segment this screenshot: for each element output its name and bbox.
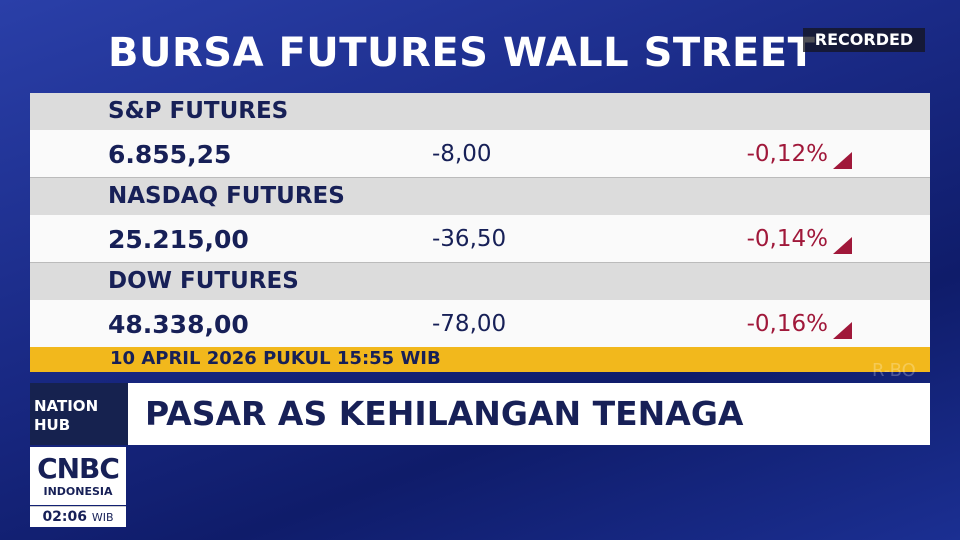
clock: 02:06 WIB — [30, 506, 126, 527]
program-line: HUB — [34, 416, 71, 434]
headline-bar: PASAR AS KEHILANGAN TENAGA — [128, 383, 930, 445]
logo: CNBC INDONESIA — [30, 447, 126, 505]
title: BURSA FUTURES WALL STREET — [108, 30, 816, 76]
clock-time: 02:06 — [42, 509, 88, 525]
row-values: 48.338,00 -78,00 -0,16% — [30, 300, 930, 348]
row-header: NASDAQ FUTURES — [30, 178, 930, 215]
index-name: NASDAQ FUTURES — [108, 183, 345, 209]
recorded-badge: RECORDED — [803, 28, 925, 52]
index-percent: -0,12% — [746, 141, 828, 167]
clock-zone: WIB — [91, 511, 114, 524]
index-change: -8,00 — [432, 141, 492, 167]
index-value: 6.855,25 — [108, 140, 232, 169]
logo-brand: CNBC — [37, 452, 120, 485]
headline: PASAR AS KEHILANGAN TENAGA — [145, 394, 744, 433]
index-change: -36,50 — [432, 226, 507, 252]
row-values: 6.855,25 -8,00 -0,12% — [30, 130, 930, 178]
date-bar: 10 APRIL 2026 PUKUL 15:55 WIB — [30, 347, 930, 372]
row-header: DOW FUTURES — [30, 263, 930, 300]
index-value: 48.338,00 — [108, 310, 249, 339]
program-label: NATION HUB — [30, 383, 128, 445]
index-change: -78,00 — [432, 311, 507, 337]
row-values: 25.215,00 -36,50 -0,14% — [30, 215, 930, 263]
down-arrow — [833, 322, 852, 339]
down-arrow — [833, 237, 852, 254]
logo-region: INDONESIA — [43, 485, 113, 498]
watermark: R-BO — [872, 360, 916, 381]
index-percent: -0,14% — [746, 226, 828, 252]
index-name: S&P FUTURES — [108, 98, 289, 124]
date-text: 10 APRIL 2026 PUKUL 15:55 WIB — [110, 348, 441, 369]
row-header: S&P FUTURES — [30, 93, 930, 130]
index-value: 25.215,00 — [108, 225, 249, 254]
program-line: NATION — [34, 397, 99, 415]
index-percent: -0,16% — [746, 311, 828, 337]
index-name: DOW FUTURES — [108, 268, 299, 294]
down-arrow — [833, 152, 852, 169]
